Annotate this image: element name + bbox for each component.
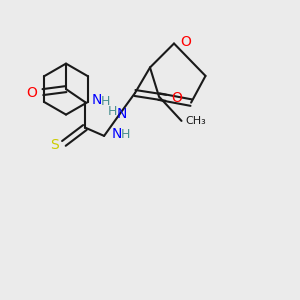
Text: N: N — [117, 107, 127, 121]
Text: O: O — [171, 91, 182, 105]
Text: N: N — [112, 128, 122, 141]
Text: N: N — [92, 93, 102, 106]
Text: H: H — [108, 105, 117, 118]
Text: CH₃: CH₃ — [185, 116, 206, 126]
Text: O: O — [27, 86, 38, 100]
Text: H: H — [121, 128, 130, 141]
Text: H: H — [101, 94, 110, 108]
Text: S: S — [50, 138, 58, 152]
Text: O: O — [181, 35, 191, 49]
